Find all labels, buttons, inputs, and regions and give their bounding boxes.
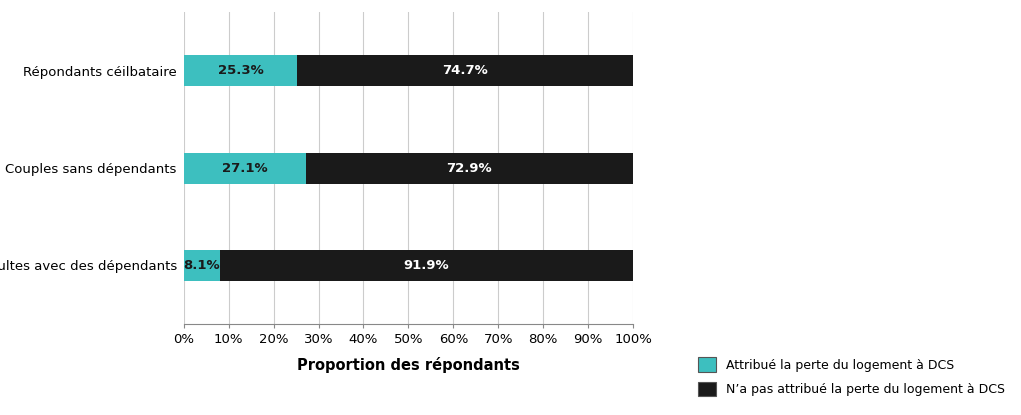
Bar: [184, 153, 305, 183]
Bar: [184, 250, 221, 281]
Bar: [297, 55, 633, 86]
Bar: [221, 250, 633, 281]
X-axis label: Proportion des répondants: Proportion des répondants: [297, 357, 520, 373]
Bar: [184, 55, 297, 86]
Legend: Attribué la perte du logement à DCS, N’a pas attribué la perte du logement à DCS: Attribué la perte du logement à DCS, N’a…: [698, 357, 1005, 396]
Text: 74.7%: 74.7%: [442, 64, 488, 77]
Text: 91.9%: 91.9%: [403, 259, 449, 272]
Text: 72.9%: 72.9%: [446, 161, 492, 175]
Text: 27.1%: 27.1%: [222, 161, 268, 175]
Text: 8.1%: 8.1%: [184, 259, 221, 272]
Text: 25.3%: 25.3%: [217, 64, 263, 77]
Bar: [305, 153, 633, 183]
